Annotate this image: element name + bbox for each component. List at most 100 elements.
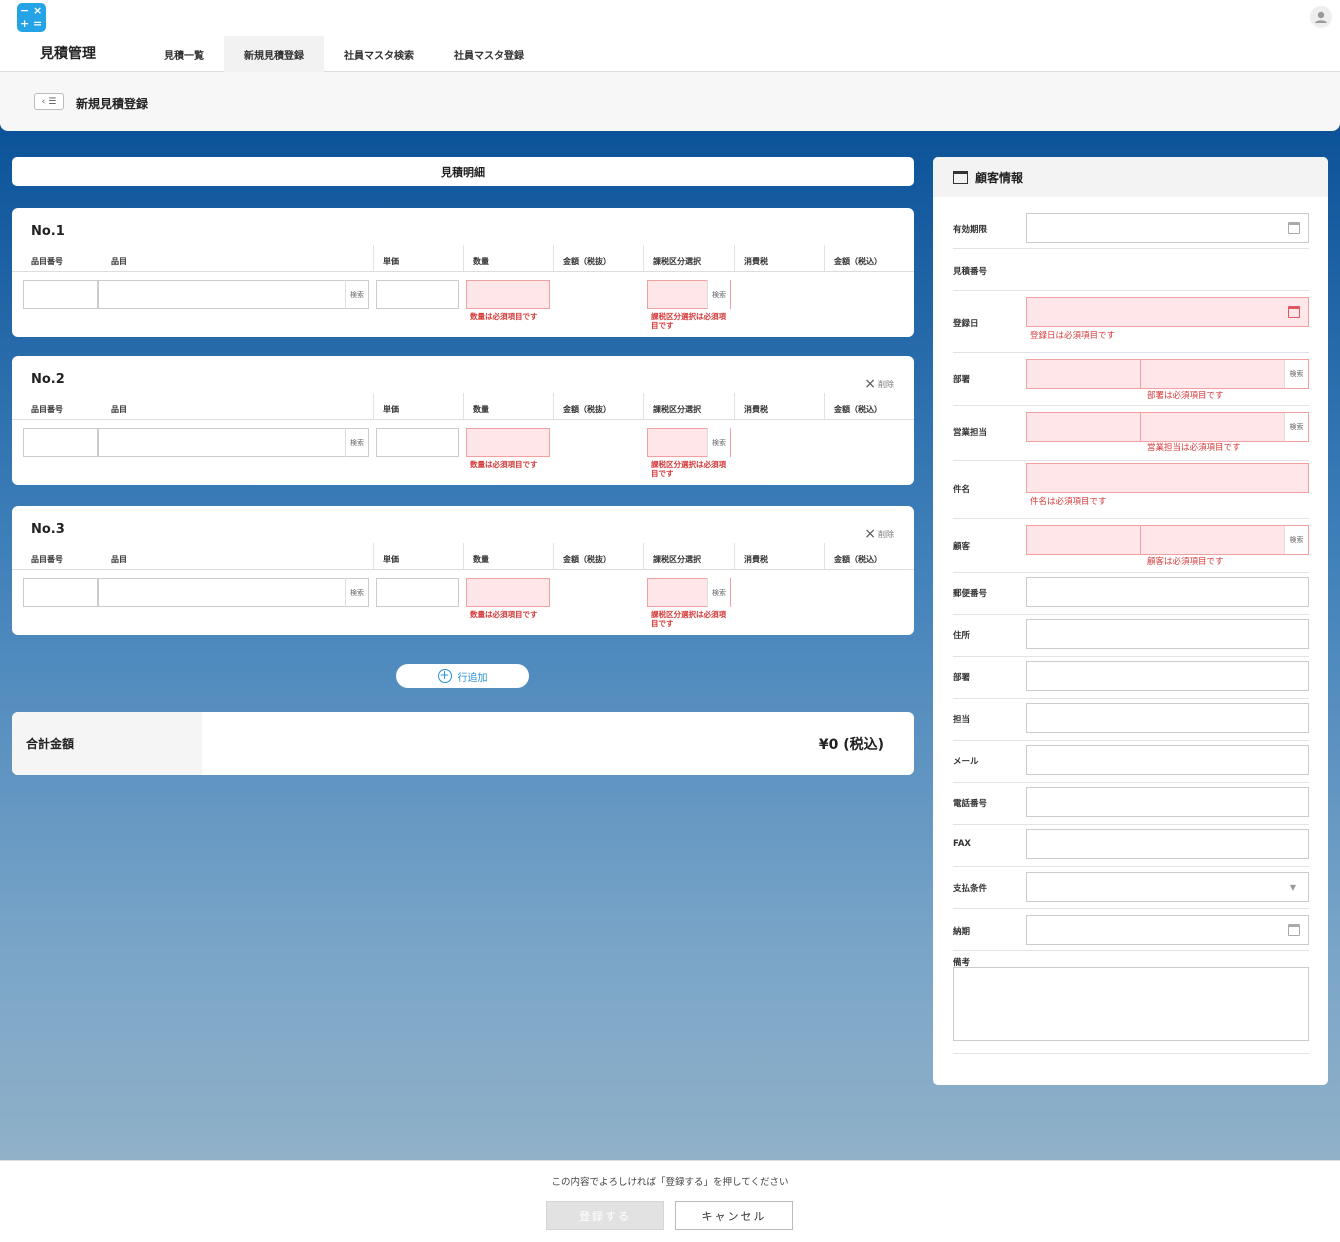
- column-divider: [553, 245, 554, 271]
- row-number: No.3: [31, 522, 65, 537]
- field-label: 件名: [953, 485, 971, 495]
- column-header: 数量: [473, 405, 489, 414]
- field-fax: FAX: [953, 825, 1309, 867]
- sales-rep-error: 営業担当は必須項目です: [1147, 443, 1241, 453]
- subject-input[interactable]: [1026, 463, 1309, 493]
- item-code-input[interactable]: [23, 280, 98, 309]
- detail-section-title: 見積明細: [12, 157, 914, 186]
- calendar-icon[interactable]: [1288, 924, 1300, 936]
- calendar-icon[interactable]: [1288, 306, 1300, 318]
- field-phone: 電話番号: [953, 783, 1309, 825]
- confirm-message: この内容でよろしければ「登録する」を押してください: [551, 1177, 789, 1188]
- sales-rep-input[interactable]: 検索: [1026, 412, 1309, 442]
- column-header: 課税区分選択: [653, 555, 701, 564]
- reg-date-input[interactable]: [1026, 297, 1309, 327]
- estimate-row-card: No.3 × 削除 品目番号 品目 単価 数量 金額（税抜） 課税区分選択 消費税 金額（税込） 検索…: [12, 506, 914, 635]
- item-name-input[interactable]: 検索: [98, 280, 369, 309]
- column-divider: [734, 393, 735, 419]
- valid-until-input[interactable]: [1026, 213, 1309, 243]
- column-divider: [553, 543, 554, 569]
- quantity-input[interactable]: [466, 578, 550, 607]
- tab-estimate-list[interactable]: 見積一覧: [164, 50, 204, 62]
- unit-price-input[interactable]: [376, 428, 459, 457]
- field-label: 部署: [953, 673, 971, 683]
- column-divider: [463, 393, 464, 419]
- sales-rep-search-button[interactable]: 検索: [1284, 413, 1308, 441]
- tax-category-input[interactable]: 検索: [647, 280, 731, 309]
- item-search-button[interactable]: 検索: [345, 428, 368, 457]
- customer-panel-title: 顧客情報: [975, 170, 1024, 185]
- payment-select[interactable]: ▼: [1026, 872, 1309, 902]
- email-input[interactable]: [1026, 745, 1309, 775]
- tab-new-estimate[interactable]: 新規見積登録: [224, 36, 324, 72]
- postal-input[interactable]: [1026, 577, 1309, 607]
- tax-search-button[interactable]: 検索: [707, 578, 730, 607]
- dept-input[interactable]: 検索: [1026, 359, 1309, 389]
- calendar-icon[interactable]: [1288, 222, 1300, 234]
- tax-category-error: 課税区分選択は必須項目です: [651, 610, 726, 628]
- address-input[interactable]: [1026, 619, 1309, 649]
- tax-search-button[interactable]: 検索: [707, 280, 730, 309]
- quantity-error: 数量は必須項目です: [470, 610, 538, 619]
- divider: [12, 569, 914, 570]
- client-dept-input[interactable]: [1026, 661, 1309, 691]
- tab-employee-register[interactable]: 社員マスタ登録: [454, 50, 524, 62]
- field-label: 郵便番号: [953, 589, 988, 599]
- register-button[interactable]: 登録する: [546, 1201, 664, 1230]
- column-header: 金額（税込）: [834, 555, 882, 564]
- field-label: 住所: [953, 631, 971, 641]
- list-icon: ☰: [48, 96, 57, 107]
- column-divider: [373, 245, 374, 271]
- delivery-input[interactable]: [1026, 915, 1309, 945]
- footer-bar: この内容でよろしければ「登録する」を押してください 登録する キャンセル: [0, 1160, 1340, 1242]
- field-label: 担当: [953, 715, 971, 725]
- item-name-input[interactable]: 検索: [98, 578, 369, 607]
- column-divider: [824, 393, 825, 419]
- phone-input[interactable]: [1026, 787, 1309, 817]
- contact-input[interactable]: [1026, 703, 1309, 733]
- total-label: 合計金額: [12, 712, 202, 775]
- user-avatar-icon[interactable]: [1310, 6, 1332, 28]
- item-code-input[interactable]: [23, 428, 98, 457]
- field-subject: 件名 件名は必須項目です: [953, 461, 1309, 519]
- delete-row-button[interactable]: × 削除: [864, 526, 894, 542]
- field-reg-date: 登録日 登録日は必須項目です: [953, 291, 1309, 353]
- column-header: 品目番号: [31, 405, 63, 414]
- tax-category-input[interactable]: 検索: [647, 428, 731, 457]
- client-input[interactable]: 検索: [1026, 525, 1309, 555]
- unit-price-input[interactable]: [376, 578, 459, 607]
- page-title: 新規見積登録: [76, 97, 149, 111]
- field-valid-until: 有効期限: [953, 207, 1309, 249]
- tax-search-button[interactable]: 検索: [707, 428, 730, 457]
- tab-employee-search[interactable]: 社員マスタ検索: [344, 50, 414, 62]
- dept-search-button[interactable]: 検索: [1284, 360, 1308, 388]
- column-divider: [643, 245, 644, 271]
- tax-category-input[interactable]: 検索: [647, 578, 731, 607]
- item-code-input[interactable]: [23, 578, 98, 607]
- back-to-list-button[interactable]: ‹ ☰: [34, 93, 64, 110]
- column-divider: [734, 245, 735, 271]
- item-name-input[interactable]: 検索: [98, 428, 369, 457]
- item-search-button[interactable]: 検索: [345, 578, 368, 607]
- column-divider: [553, 393, 554, 419]
- item-search-button[interactable]: 検索: [345, 280, 368, 309]
- column-header: 品目: [111, 555, 127, 564]
- fax-input[interactable]: [1026, 829, 1309, 859]
- row-number: No.2: [31, 372, 65, 387]
- cancel-button[interactable]: キャンセル: [675, 1201, 793, 1230]
- plus-circle-icon: +: [437, 668, 452, 683]
- building-icon: [953, 170, 968, 184]
- quantity-input[interactable]: [466, 428, 550, 457]
- close-icon: ×: [864, 526, 876, 542]
- delete-row-button[interactable]: × 削除: [864, 376, 894, 392]
- field-label: 顧客: [953, 542, 971, 552]
- column-header: 金額（税抜）: [563, 405, 611, 414]
- add-row-button[interactable]: + 行追加: [396, 664, 529, 688]
- quantity-input[interactable]: [466, 280, 550, 309]
- divider: [953, 1053, 1309, 1054]
- chevron-left-icon: ‹: [41, 96, 46, 107]
- client-search-button[interactable]: 検索: [1284, 526, 1308, 554]
- unit-price-input[interactable]: [376, 280, 459, 309]
- column-divider: [824, 245, 825, 271]
- notes-textarea[interactable]: [953, 967, 1309, 1041]
